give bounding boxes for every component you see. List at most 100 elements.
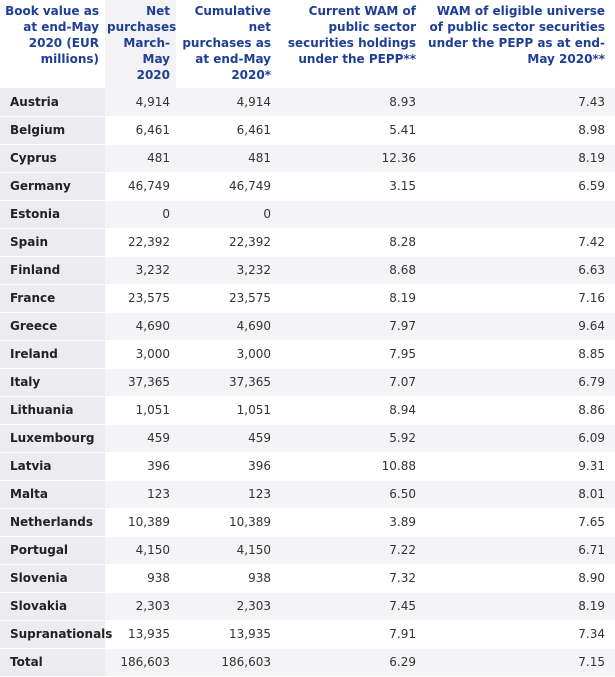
header-cumulative-net-purchases: Cumulative net purchases as at end-May 2… — [176, 0, 277, 88]
table-row: Belgium 6,461 6,461 5.41 8.98 — [0, 116, 615, 145]
eligible-wam-value: 8.85 — [422, 340, 615, 369]
net-purchases-value: 4,914 — [105, 88, 176, 117]
eligible-wam-value: 6.71 — [422, 536, 615, 565]
eligible-wam-value: 8.98 — [422, 116, 615, 145]
cumulative-net-purchases-value: 4,150 — [176, 536, 277, 565]
net-purchases-value: 2,303 — [105, 592, 176, 621]
country-name: Spain — [0, 228, 105, 257]
table-row: Ireland 3,000 3,000 7.95 8.85 — [0, 340, 615, 369]
table-row: Portugal 4,150 4,150 7.22 6.71 — [0, 536, 615, 565]
country-name: Belgium — [0, 116, 105, 145]
cumulative-net-purchases-value: 23,575 — [176, 284, 277, 313]
table-row: Supranationals 13,935 13,935 7.91 7.34 — [0, 620, 615, 649]
eligible-wam-value: 9.31 — [422, 452, 615, 481]
country-name: Greece — [0, 312, 105, 341]
net-purchases-value: 3,232 — [105, 256, 176, 285]
current-wam-value: 7.07 — [277, 368, 422, 397]
country-name: Luxembourg — [0, 424, 105, 453]
net-purchases-value: 186,603 — [105, 648, 176, 677]
table-row: Germany 46,749 46,749 3.15 6.59 — [0, 172, 615, 201]
net-purchases-value: 22,392 — [105, 228, 176, 257]
eligible-wam-value: 6.63 — [422, 256, 615, 285]
table-row: Lithuania 1,051 1,051 8.94 8.86 — [0, 396, 615, 425]
current-wam-value: 8.68 — [277, 256, 422, 285]
country-name: Cyprus — [0, 144, 105, 173]
cumulative-net-purchases-value: 37,365 — [176, 368, 277, 397]
cumulative-net-purchases-value: 481 — [176, 144, 277, 173]
country-name: Estonia — [0, 200, 105, 229]
country-name: Finland — [0, 256, 105, 285]
current-wam-value: 7.91 — [277, 620, 422, 649]
current-wam-value: 8.28 — [277, 228, 422, 257]
eligible-wam-value: 7.43 — [422, 88, 615, 117]
eligible-wam-value: 7.15 — [422, 648, 615, 677]
eligible-wam-value: 7.34 — [422, 620, 615, 649]
net-purchases-value: 10,389 — [105, 508, 176, 537]
cumulative-net-purchases-value: 10,389 — [176, 508, 277, 537]
table-row: Slovakia 2,303 2,303 7.45 8.19 — [0, 592, 615, 621]
cumulative-net-purchases-value: 1,051 — [176, 396, 277, 425]
header-row: Book value as at end-May 2020 (EUR milli… — [0, 0, 615, 88]
table-row: France 23,575 23,575 8.19 7.16 — [0, 284, 615, 313]
header-book-value: Book value as at end-May 2020 (EUR milli… — [0, 0, 105, 88]
table-row: Slovenia 938 938 7.32 8.90 — [0, 564, 615, 593]
eligible-wam-value: 8.19 — [422, 592, 615, 621]
table-row: Malta 123 123 6.50 8.01 — [0, 480, 615, 509]
net-purchases-value: 123 — [105, 480, 176, 509]
table-row: Latvia 396 396 10.88 9.31 — [0, 452, 615, 481]
current-wam-value: 8.93 — [277, 88, 422, 117]
net-purchases-value: 0 — [105, 200, 176, 229]
cumulative-net-purchases-value: 459 — [176, 424, 277, 453]
cumulative-net-purchases-value: 4,690 — [176, 312, 277, 341]
cumulative-net-purchases-value: 4,914 — [176, 88, 277, 117]
cumulative-net-purchases-value: 123 — [176, 480, 277, 509]
current-wam-value: 7.22 — [277, 536, 422, 565]
current-wam-value: 12.36 — [277, 144, 422, 173]
current-wam-value: 3.89 — [277, 508, 422, 537]
net-purchases-value: 938 — [105, 564, 176, 593]
country-name: Supranationals — [0, 620, 112, 649]
eligible-wam-value: 7.16 — [422, 284, 615, 313]
current-wam-value: 8.19 — [277, 284, 422, 313]
country-name: Slovenia — [0, 564, 105, 593]
country-name: Germany — [0, 172, 105, 201]
net-purchases-value: 481 — [105, 144, 176, 173]
eligible-wam-value: 8.90 — [422, 564, 615, 593]
header-eligible-wam: WAM of eligible universe of public secto… — [422, 0, 615, 88]
eligible-wam-value: 7.65 — [422, 508, 615, 537]
cumulative-net-purchases-value: 13,935 — [176, 620, 277, 649]
current-wam-value: 10.88 — [277, 452, 422, 481]
current-wam-value: 6.29 — [277, 648, 422, 677]
country-name: Ireland — [0, 340, 105, 369]
country-name: Netherlands — [0, 508, 105, 537]
table-row: Netherlands 10,389 10,389 3.89 7.65 — [0, 508, 615, 537]
net-purchases-value: 46,749 — [105, 172, 176, 201]
country-name: Slovakia — [0, 592, 105, 621]
country-name: Portugal — [0, 536, 105, 565]
current-wam-value: 8.94 — [277, 396, 422, 425]
net-purchases-value: 3,000 — [105, 340, 176, 369]
table-row: Austria 4,914 4,914 8.93 7.43 — [0, 88, 615, 117]
header-net-purchases: Net purchases March-May 2020 — [105, 0, 176, 88]
eligible-wam-value: 8.01 — [422, 480, 615, 509]
table-row: Estonia 0 0 — [0, 200, 615, 229]
eligible-wam-value: 6.09 — [422, 424, 615, 453]
cumulative-net-purchases-value: 46,749 — [176, 172, 277, 201]
current-wam-value: 5.41 — [277, 116, 422, 145]
net-purchases-value: 4,150 — [105, 536, 176, 565]
table-row: Finland 3,232 3,232 8.68 6.63 — [0, 256, 615, 285]
cumulative-net-purchases-value: 0 — [176, 200, 277, 229]
net-purchases-value: 459 — [105, 424, 176, 453]
current-wam-value: 6.50 — [277, 480, 422, 509]
current-wam-value: 7.97 — [277, 312, 422, 341]
country-name: Lithuania — [0, 396, 105, 425]
eligible-wam-value — [422, 200, 615, 229]
country-name: Latvia — [0, 452, 105, 481]
table-row: Greece 4,690 4,690 7.97 9.64 — [0, 312, 615, 341]
cumulative-net-purchases-value: 938 — [176, 564, 277, 593]
country-name: Austria — [0, 88, 105, 117]
cumulative-net-purchases-value: 3,000 — [176, 340, 277, 369]
current-wam-value: 7.45 — [277, 592, 422, 621]
country-name: Total — [0, 648, 105, 677]
cumulative-net-purchases-value: 396 — [176, 452, 277, 481]
